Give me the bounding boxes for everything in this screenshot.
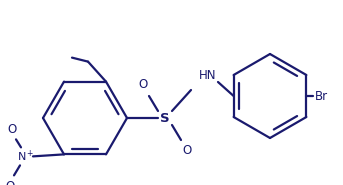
Text: O: O <box>5 180 15 185</box>
Text: O: O <box>182 144 192 157</box>
Text: S: S <box>160 112 170 125</box>
Text: N$^+$: N$^+$ <box>17 149 35 164</box>
Text: Br: Br <box>315 90 329 102</box>
Text: HN: HN <box>199 69 216 82</box>
Text: O: O <box>138 78 147 92</box>
Text: O: O <box>8 123 16 136</box>
Text: −: − <box>0 182 4 185</box>
